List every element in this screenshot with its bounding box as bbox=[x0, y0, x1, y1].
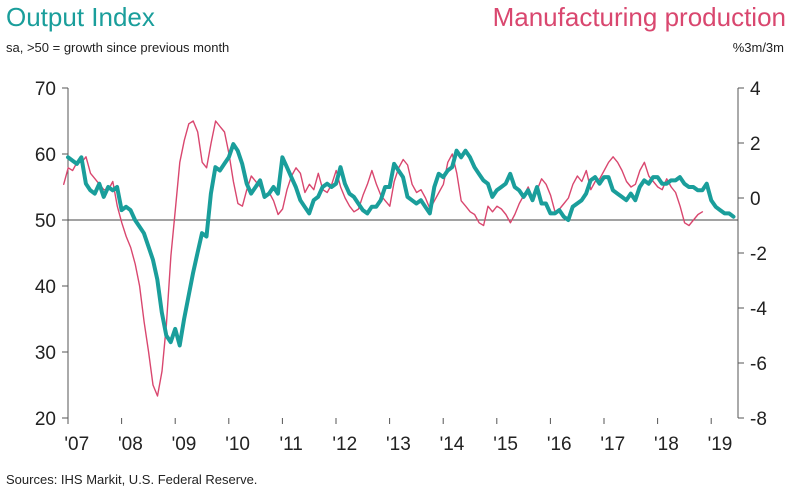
x-axis-tick-label: '08 bbox=[118, 434, 143, 455]
left-axis-tick-label: 60 bbox=[35, 145, 56, 166]
chart-title-right: Manufacturing production bbox=[492, 2, 786, 32]
right-axis-tick-label: -8 bbox=[750, 409, 767, 430]
left-axis-tick-label: 40 bbox=[35, 277, 56, 298]
x-axis-tick-label: '16 bbox=[547, 434, 572, 455]
x-axis-tick-label: '14 bbox=[440, 434, 465, 455]
right-axis-tick-label: -4 bbox=[750, 299, 767, 320]
series-output-index-line bbox=[66, 142, 736, 348]
chart-title-left: Output Index bbox=[6, 2, 155, 32]
right-axis-tick-label: -6 bbox=[750, 354, 767, 375]
right-axis-tick-label: 0 bbox=[750, 189, 761, 210]
x-axis-tick-label: '18 bbox=[654, 434, 679, 455]
x-axis-tick-label: '07 bbox=[64, 434, 89, 455]
left-axis-tick-label: 20 bbox=[35, 409, 56, 430]
right-axis-tick-label: 4 bbox=[750, 79, 761, 100]
left-axis-tick-label: 30 bbox=[35, 343, 56, 364]
left-axis-subtitle: sa, >50 = growth since previous month bbox=[6, 40, 230, 55]
x-axis-tick-label: '12 bbox=[332, 434, 357, 455]
x-axis-tick-label: '13 bbox=[386, 434, 411, 455]
x-axis-tick-label: '11 bbox=[280, 434, 303, 455]
right-axis-tick-label: 2 bbox=[750, 134, 761, 155]
x-axis-tick-label: '10 bbox=[225, 434, 250, 455]
left-axis-tick-label: 70 bbox=[35, 79, 56, 100]
right-axis-tick-label: -2 bbox=[750, 244, 767, 265]
left-axis-tick-label: 50 bbox=[35, 211, 56, 232]
x-axis-tick-label: '17 bbox=[600, 434, 625, 455]
source-note: Sources: IHS Markit, U.S. Federal Reserv… bbox=[6, 472, 258, 487]
x-axis-tick-label: '09 bbox=[172, 434, 197, 455]
x-axis-tick-label: '19 bbox=[708, 434, 733, 455]
series-manufacturing-production-line bbox=[63, 120, 704, 397]
x-axis-tick-label: '15 bbox=[493, 434, 518, 455]
right-axis-subtitle: %3m/3m bbox=[732, 40, 784, 55]
